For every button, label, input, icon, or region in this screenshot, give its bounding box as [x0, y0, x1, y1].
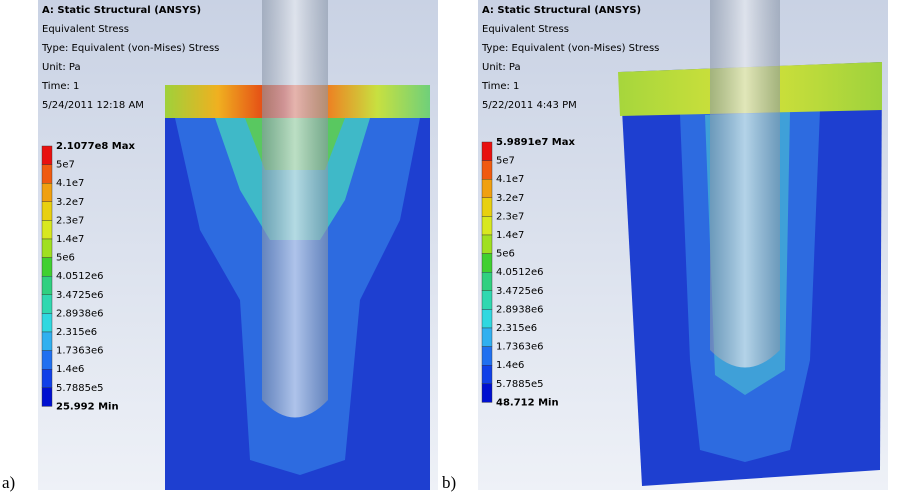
legend-swatch: [41, 350, 53, 370]
legend-swatch: [481, 216, 493, 236]
legend-label: 2.1077e8 Max: [56, 141, 136, 152]
legend-swatch: [41, 164, 53, 184]
legend-label: 5.7885e5: [496, 379, 544, 390]
legend-swatch: [41, 276, 53, 296]
legend-swatch: [41, 238, 53, 258]
legend-label: 1.4e7: [56, 234, 84, 245]
implant: [262, 0, 328, 418]
header-line: Unit: Pa: [42, 62, 81, 73]
legend-swatch: [481, 309, 493, 329]
legend-swatch: [481, 178, 493, 198]
legend-swatch: [481, 383, 493, 403]
legend-label: 2.315e6: [56, 327, 97, 338]
legend-swatch: [481, 234, 493, 254]
legend-swatch: [481, 290, 493, 310]
legend-label: 3.4725e6: [56, 290, 104, 301]
legend-label: 5e7: [496, 156, 515, 167]
legend-label: 2.8938e6: [56, 308, 104, 319]
legend-label: 3.2e7: [56, 197, 84, 208]
header-line: 5/22/2011 4:43 PM: [482, 100, 577, 111]
legend-label: 2.3e7: [496, 211, 524, 222]
legend-swatch: [41, 201, 53, 221]
caption: b): [442, 473, 456, 492]
legend-swatch: [41, 331, 53, 351]
header-line: Time: 1: [41, 81, 79, 92]
legend-label: 1.4e6: [56, 364, 84, 375]
legend-swatch: [481, 327, 493, 347]
legend-swatch: [481, 160, 493, 180]
legend-swatch: [481, 346, 493, 366]
header-line: Time: 1: [481, 81, 519, 92]
legend-label: 3.2e7: [496, 193, 524, 204]
header-line: Equivalent Stress: [42, 24, 129, 35]
header-line: Equivalent Stress: [482, 24, 569, 35]
legend-swatch: [41, 313, 53, 333]
legend-label: 2.3e7: [56, 215, 84, 226]
legend-swatch: [41, 294, 53, 314]
legend-label: 2.315e6: [496, 323, 537, 334]
legend-swatch: [41, 145, 53, 165]
header-line: A: Static Structural (ANSYS): [482, 5, 641, 16]
legend-label: 5e6: [496, 249, 515, 260]
legend-swatch: [41, 220, 53, 240]
legend-swatch: [41, 369, 53, 389]
legend-swatch: [481, 197, 493, 217]
legend-swatch: [481, 141, 493, 161]
legend-label: 4.0512e6: [496, 267, 544, 278]
legend-label: 3.4725e6: [496, 286, 544, 297]
header-line: Type: Equivalent (von-Mises) Stress: [41, 43, 219, 54]
legend-label: 1.7363e6: [56, 346, 104, 357]
legend-label: 2.8938e6: [496, 304, 544, 315]
header-line: A: Static Structural (ANSYS): [42, 5, 201, 16]
legend-swatch: [481, 253, 493, 273]
legend-swatch: [41, 387, 53, 407]
legend-label: 5e6: [56, 253, 75, 264]
legend-label: 1.7363e6: [496, 342, 544, 353]
caption: a): [2, 473, 15, 492]
header-line: Type: Equivalent (von-Mises) Stress: [481, 43, 659, 54]
legend-label: 4.1e7: [56, 178, 84, 189]
annotations: A: Static Structural (ANSYS) Equivalent S…: [2, 5, 659, 492]
header-line: 5/24/2011 12:18 AM: [42, 100, 144, 111]
legend-label: 48.712 Min: [496, 397, 559, 408]
legend-label: 5e7: [56, 160, 75, 171]
legend-swatch: [481, 365, 493, 385]
header-line: Unit: Pa: [482, 62, 521, 73]
legend-swatch: [41, 257, 53, 277]
legend-label: 1.4e7: [496, 230, 524, 241]
legend-label: 5.9891e7 Max: [496, 137, 576, 148]
legend-label: 1.4e6: [496, 360, 524, 371]
legend-swatch: [481, 272, 493, 292]
implant: [710, 0, 780, 368]
legend-label: 4.0512e6: [56, 271, 104, 282]
legend-label: 4.1e7: [496, 174, 524, 185]
legend-swatch: [41, 182, 53, 202]
legend-label: 5.7885e5: [56, 383, 104, 394]
legend-label: 25.992 Min: [56, 401, 119, 412]
